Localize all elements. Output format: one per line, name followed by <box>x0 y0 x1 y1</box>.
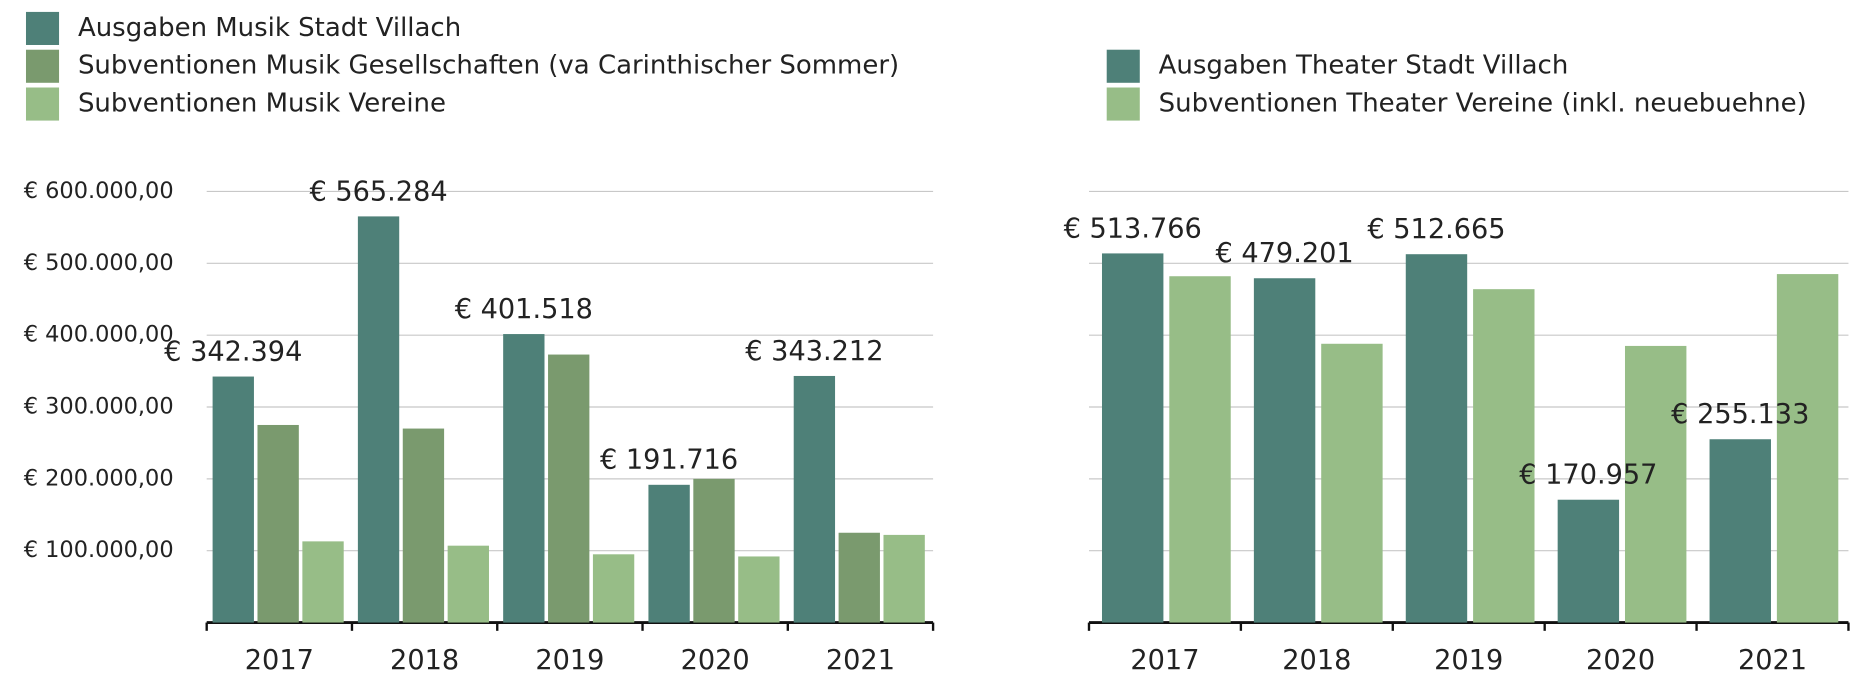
data-label: € 565.284 <box>309 176 447 207</box>
bar <box>302 541 344 623</box>
legend-swatch <box>25 87 60 121</box>
legend-label: Subventionen Musik Gesellschaften (va Ca… <box>78 51 899 81</box>
data-label: € 255.133 <box>1671 399 1809 430</box>
bar <box>1405 254 1468 623</box>
x-tick-label: 2020 <box>1586 645 1655 676</box>
bar <box>738 556 780 623</box>
data-label: € 401.518 <box>455 294 593 325</box>
y-tick-label: € 200.000,00 <box>24 465 174 491</box>
data-label: € 479.201 <box>1215 238 1353 269</box>
bar <box>1473 289 1535 623</box>
bar <box>1557 499 1620 623</box>
x-tick-label: 2018 <box>390 645 459 676</box>
y-tick-label: € 100.000,00 <box>24 537 174 563</box>
bar <box>357 216 400 623</box>
y-tick-label: € 400.000,00 <box>24 322 174 348</box>
x-tick-label: 2019 <box>535 645 604 676</box>
x-tick-label: 2018 <box>1282 645 1351 676</box>
data-label: € 512.665 <box>1367 214 1505 245</box>
legend-label: Subventionen Musik Vereine <box>78 89 446 119</box>
x-tick-label: 2017 <box>1130 645 1199 676</box>
bar <box>548 354 590 623</box>
data-label: € 343.212 <box>745 336 883 367</box>
legend-swatch <box>25 11 60 45</box>
bar <box>693 478 735 623</box>
bar <box>212 376 254 623</box>
data-label: € 513.766 <box>1064 213 1202 244</box>
bar <box>1321 343 1383 623</box>
x-tick-label: 2019 <box>1434 645 1503 676</box>
bar <box>1253 278 1316 623</box>
y-tick-label: € 600.000,00 <box>24 178 174 204</box>
bar <box>503 334 545 623</box>
bar <box>793 375 836 623</box>
data-label: € 191.716 <box>600 445 738 476</box>
bar <box>1776 274 1839 623</box>
y-tick-label: € 500.000,00 <box>24 250 174 276</box>
bar <box>883 534 925 623</box>
bar <box>592 554 635 623</box>
legend-label: Subventionen Theater Vereine (inkl. neue… <box>1159 89 1807 119</box>
bar <box>447 545 489 623</box>
x-tick-label: 2021 <box>1738 645 1807 676</box>
bar <box>1709 439 1771 623</box>
legend-label: Ausgaben Musik Stadt Villach <box>78 13 461 43</box>
legend-label: Ausgaben Theater Stadt Villach <box>1159 51 1569 81</box>
x-tick-label: 2020 <box>681 645 750 676</box>
x-tick-label: 2021 <box>826 645 895 676</box>
bar <box>648 484 690 623</box>
bar <box>1101 253 1164 623</box>
bar <box>402 428 445 623</box>
bar <box>257 424 299 623</box>
y-tick-label: € 300.000,00 <box>24 394 174 420</box>
bar <box>1624 345 1687 623</box>
legend-swatch <box>1106 87 1140 121</box>
legend-swatch <box>1106 49 1140 83</box>
x-tick-label: 2017 <box>245 645 314 676</box>
data-label: € 342.394 <box>164 336 302 367</box>
bar <box>1169 276 1231 623</box>
bar <box>838 532 880 623</box>
data-label: € 170.957 <box>1519 460 1657 491</box>
legend-swatch <box>25 49 60 83</box>
